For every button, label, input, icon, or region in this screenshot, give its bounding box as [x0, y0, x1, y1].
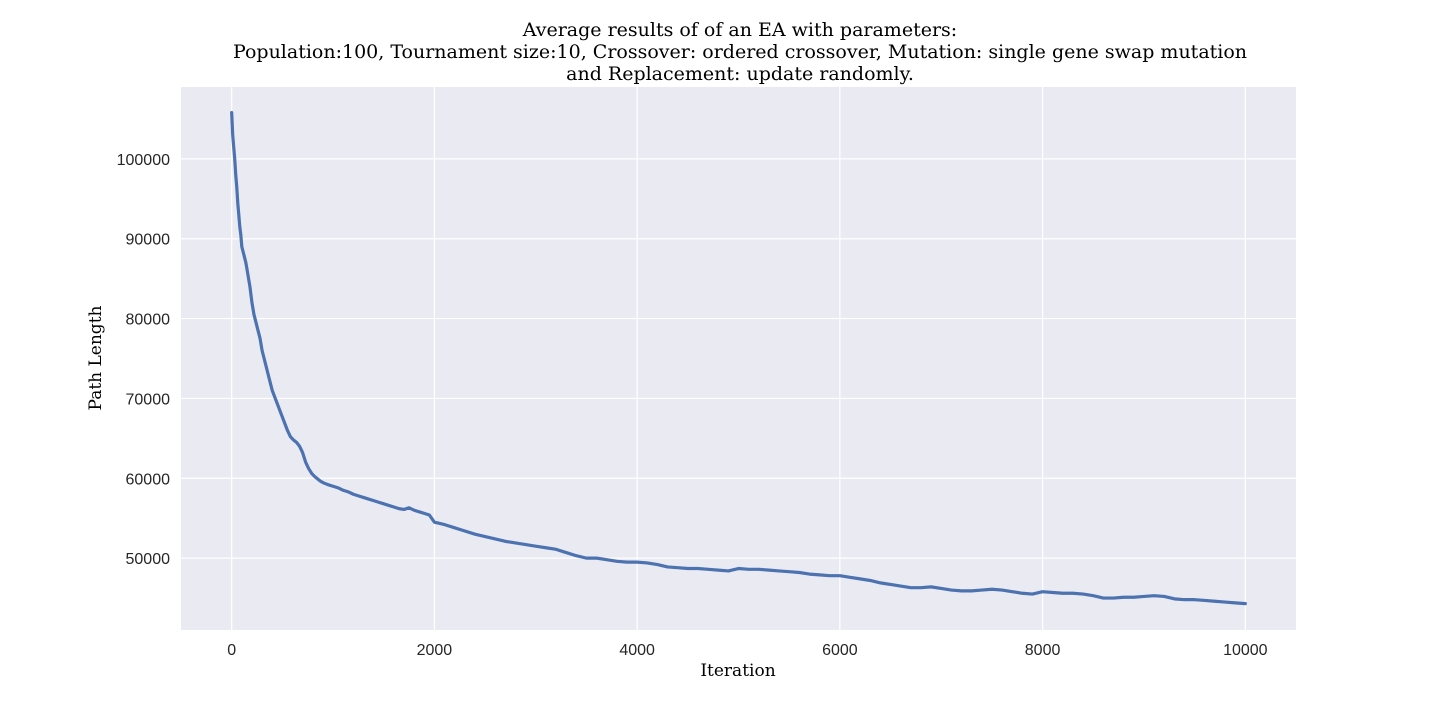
y-tick-label-5: 100000	[117, 152, 170, 169]
y-tick-label-2: 70000	[126, 391, 171, 408]
y-tick-label-3: 80000	[126, 312, 171, 329]
chart-title-line-1: Average results of of an EA with paramet…	[522, 19, 957, 41]
grid-lines	[181, 87, 1296, 630]
x-tick-label-5: 10000	[1223, 642, 1268, 659]
y-tick-label-1: 60000	[126, 471, 171, 488]
chart-title-line-3: and Replacement: update randomly.	[566, 63, 914, 85]
y-tick-label-0: 50000	[126, 551, 171, 568]
x-tick-label-1: 2000	[417, 642, 453, 659]
x-axis-label: Iteration	[700, 661, 775, 681]
x-tick-label-3: 6000	[822, 642, 858, 659]
y-axis-label: Path Length	[86, 305, 106, 410]
x-tick-label-4: 8000	[1025, 642, 1061, 659]
tick-labels: 0 2000 4000 6000 8000 10000 50000 60000 70000 800…	[117, 152, 1268, 659]
series-layer	[230, 110, 1247, 606]
plot-area	[181, 87, 1296, 630]
y-tick-label-4: 90000	[126, 232, 171, 249]
series-line-0	[230, 110, 1247, 606]
chart-title-line-2: Population:100, Tournament size:10, Cros…	[233, 41, 1247, 63]
x-tick-label-2: 4000	[619, 642, 655, 659]
x-tick-label-0: 0	[227, 642, 236, 659]
